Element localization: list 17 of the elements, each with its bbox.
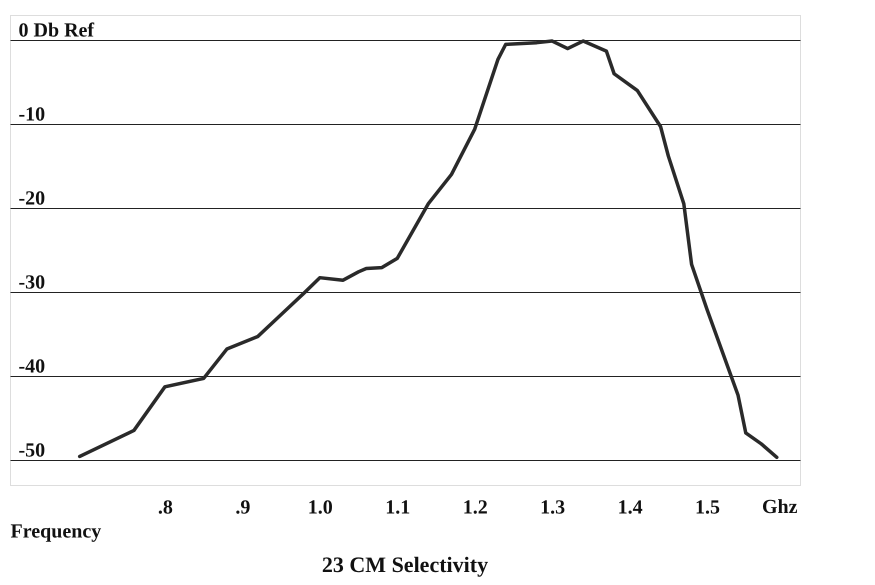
x-tick-label: 1.1 <box>385 496 410 518</box>
x-tick-label: 1.5 <box>695 496 720 518</box>
x-tick-label: .9 <box>235 496 250 518</box>
text: Ghz <box>762 496 798 518</box>
x-tick-label: 1.2 <box>462 496 488 518</box>
y-tick-label: -50 <box>18 439 46 462</box>
x-tick-label: 1.0 <box>308 496 333 518</box>
x-axis-title: Frequency <box>10 520 102 542</box>
y-tick-label: -30 <box>18 271 46 294</box>
y-tick-label: -20 <box>18 188 46 210</box>
x-tick-label: 1.4 <box>618 496 643 518</box>
y-tick-label: -40 <box>18 355 46 378</box>
text: 23 CM Selectivity <box>322 552 488 577</box>
y-tick-label: -10 <box>18 104 46 126</box>
y-tick-label: 0 Db Ref <box>18 20 94 42</box>
x-tick-label: 1.3 <box>540 496 566 518</box>
x-tick-label: .8 <box>158 496 173 518</box>
